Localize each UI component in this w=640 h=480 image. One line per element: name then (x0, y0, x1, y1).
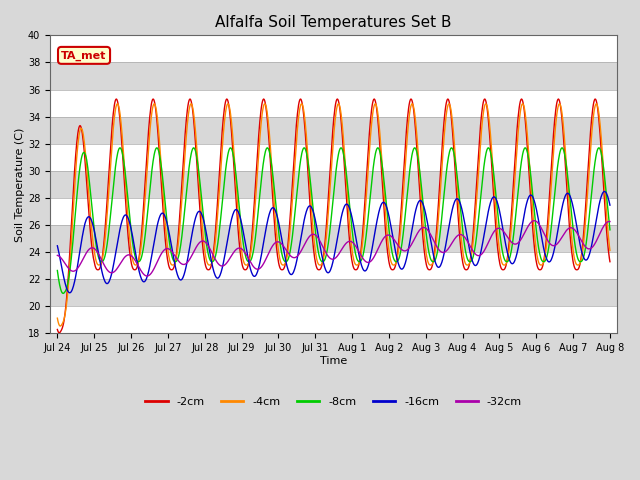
Bar (50, 90, 618, 117)
Bar (50, 306, 618, 334)
Title: Alfalfa Soil Temperatures Set B: Alfalfa Soil Temperatures Set B (216, 15, 452, 30)
Bar (50, 252, 618, 279)
X-axis label: Time: Time (320, 356, 348, 366)
Bar (50, 36, 618, 62)
Bar (50, 198, 618, 225)
Y-axis label: Soil Temperature (C): Soil Temperature (C) (15, 127, 25, 241)
Text: TA_met: TA_met (61, 50, 107, 60)
Legend: -2cm, -4cm, -8cm, -16cm, -32cm: -2cm, -4cm, -8cm, -16cm, -32cm (141, 393, 527, 411)
Bar (50, 144, 618, 171)
